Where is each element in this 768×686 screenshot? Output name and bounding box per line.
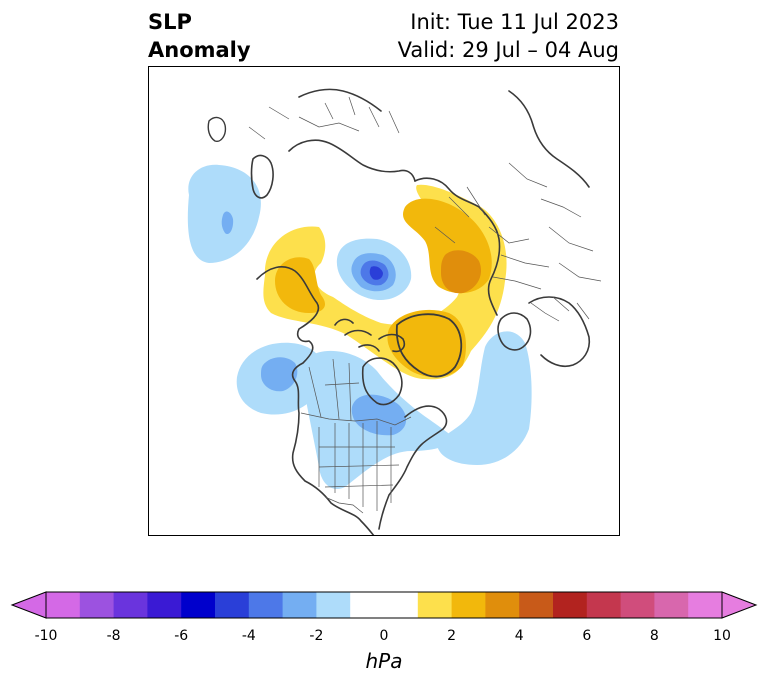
colorbar [0,588,768,628]
pos-anomaly-alaska-core [275,257,325,313]
colorbar-unit-label: hPa [365,649,403,673]
title-variable: SLP [148,10,192,34]
us-state-borders [318,421,400,511]
east-coast-us [378,405,448,530]
canada-province-borders [308,358,360,422]
init-date: Init: Tue 11 Jul 2023 [410,10,619,34]
eurasia-arctic-coast [414,177,501,316]
colorbar-segment [620,592,655,618]
colorbar-tick-label: 2 [447,628,457,644]
colorbar-max-extend-arrow [721,591,758,619]
colorbar-tick-label: -4 [241,628,256,644]
colorbar-segment [316,592,351,618]
colorbar-segment [350,592,385,618]
asia-east-coast [298,88,590,188]
colorbar-segment [215,592,250,618]
colorbar-tick-label: -10 [34,628,58,644]
colorbar-segment [282,592,317,618]
colorbar-segment [654,592,689,618]
forecast-info: Init: Tue 11 Jul 2023 Valid: 29 Jul – 04… [398,8,619,64]
slp-anomaly-map [149,67,619,535]
colorbar-tick-label: -2 [309,628,324,644]
kamchatka-coast [250,154,274,199]
colorbar-tick-label: -8 [106,628,121,644]
colorbar-segment [181,592,216,618]
map-title: SLP Anomaly [148,8,251,64]
neg-anomaly-arctic-center [369,266,383,280]
greenland-coast [395,313,463,378]
colorbar-svg [10,591,758,619]
colorbar-segment [248,592,284,618]
eurasia-country-borders [434,162,602,322]
colorbar-segment [384,592,419,618]
canada-arctic-archipelago [334,318,406,353]
map-panel [148,66,620,536]
title-metric: Anomaly [148,38,251,62]
colorbar-tick-label: -6 [174,628,189,644]
asia-country-borders [248,96,400,140]
us-canada-border [300,412,412,426]
valid-period: Valid: 29 Jul – 04 Aug [397,38,619,62]
colorbar-segment [688,592,723,618]
siberia-north-coast [288,139,416,182]
colorbar-segment [553,592,588,618]
colorbar-segment [147,592,182,618]
us-mexico-border [324,496,364,514]
colorbar-segment [79,592,115,618]
colorbar-segments [46,592,723,618]
pos-anomaly-siberia-core [441,250,482,294]
europe-mainland-coast [528,296,591,368]
colorbar-min-extend-arrow [10,591,47,619]
colorbar-segment [485,592,520,618]
political-borders [248,96,602,514]
colorbar-tick-label: 4 [514,628,524,644]
japan-coast [207,116,227,142]
scandinavia-coast [497,312,532,351]
colorbar-segment [586,592,622,618]
neg-anomaly-gulf-alaska-core [261,357,298,392]
colorbar-segment [519,592,554,618]
colorbar-segment [451,592,486,618]
neg-anomaly-atlantic [437,331,532,465]
colorbar-tick-label: 10 [713,628,731,644]
colorbar-tick-label: 0 [379,628,389,644]
hudson-bay-coast [361,357,403,406]
colorbar-segment [46,592,81,618]
north-america-coast [256,266,375,535]
coastlines [207,88,591,535]
neg-anomaly-pacific-north-core [221,211,234,235]
colorbar-segment [417,592,453,618]
colorbar-tick-label: 8 [649,628,659,644]
colorbar-tick-label: 6 [582,628,592,644]
neg-anomaly-hudson-core [351,394,407,436]
colorbar-segment [113,592,148,618]
colorbar-outline [45,591,723,619]
